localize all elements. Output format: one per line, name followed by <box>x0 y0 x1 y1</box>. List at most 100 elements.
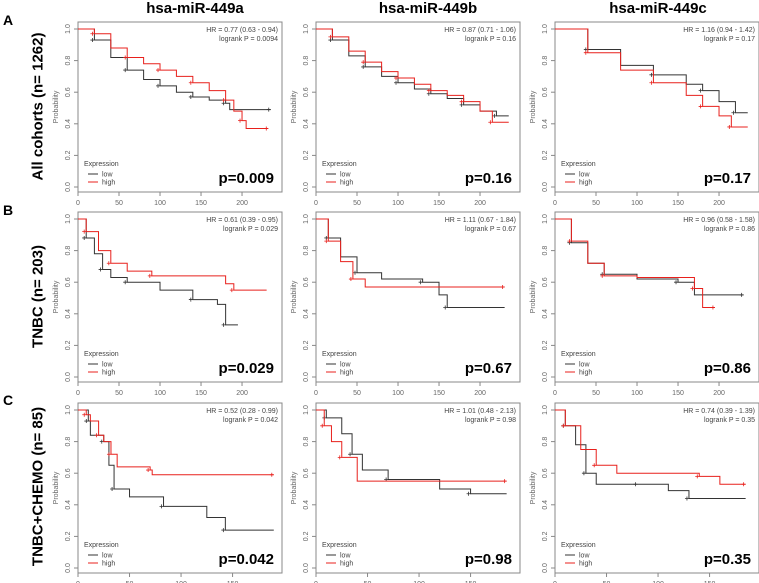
y-tick-label: 0.4 <box>65 309 72 319</box>
y-tick-label: 0.2 <box>65 150 72 160</box>
censor-mark-low <box>99 439 104 444</box>
censor-mark-low <box>156 83 161 88</box>
legend-label-high: high <box>579 561 592 568</box>
y-tick-label: 0.2 <box>542 531 549 541</box>
y-tick-label: 0.6 <box>65 468 72 478</box>
plot-frame <box>77 21 283 193</box>
legend-label-high: high <box>579 180 592 187</box>
censor-mark-low <box>684 496 689 501</box>
censor-mark-high <box>324 239 329 244</box>
y-tick-label: 1.0 <box>542 405 549 415</box>
legend-label-low: low <box>340 172 351 179</box>
legend-label-high: high <box>340 561 353 568</box>
x-tick-label: 50 <box>592 390 600 397</box>
censor-mark-high <box>690 286 695 291</box>
y-tick-label: 0.0 <box>542 372 549 382</box>
censor-mark-high <box>698 104 703 109</box>
censor-mark-low <box>123 68 128 73</box>
censor-mark-low <box>123 280 128 285</box>
logrank-p: logrank P = 0.0094 <box>219 36 278 43</box>
y-tick-label: 1.0 <box>303 24 310 34</box>
y-tick-label: 1.0 <box>65 24 72 34</box>
x-tick-label: 200 <box>713 200 725 207</box>
censor-mark-high <box>320 423 325 428</box>
censor-mark-low <box>188 94 193 99</box>
logrank-p: logrank P = 0.029 <box>223 226 278 233</box>
km-panel: 0.0 0.2 0.4 0.6 0.8 1.0 Probability 0 50 100 150 20… <box>291 21 521 207</box>
x-tick-label: 50 <box>126 581 134 583</box>
legend-title: Expression <box>561 351 596 358</box>
y-tick-label: 0.8 <box>303 56 310 66</box>
x-tick-label: 100 <box>631 200 643 207</box>
censor-mark-high <box>82 412 87 417</box>
y-tick-label: 0.0 <box>65 563 72 573</box>
y-tick-label: 0.0 <box>303 372 310 382</box>
p-value: p=0.042 <box>219 551 274 568</box>
y-tick-label: 1.0 <box>303 405 310 415</box>
x-tick-label: 100 <box>154 390 166 397</box>
y-tick-label: 0.0 <box>542 563 549 573</box>
p-value: p=0.17 <box>704 170 751 187</box>
panel-letter-a: A <box>3 12 14 28</box>
y-tick-label: 0.0 <box>542 182 549 192</box>
censor-mark-high <box>361 60 366 65</box>
y-tick-label: 0.2 <box>303 340 310 350</box>
x-tick-label: 50 <box>592 200 600 207</box>
censor-mark-high <box>238 118 243 123</box>
x-tick-label: 50 <box>353 390 361 397</box>
hazard-ratio: HR = 0.96 (0.58 - 1.58) <box>683 217 755 224</box>
x-tick-label: 200 <box>474 390 486 397</box>
km-curve-low <box>555 28 748 114</box>
p-value: p=0.009 <box>219 170 274 187</box>
plot-frame <box>315 21 521 193</box>
censor-mark-high <box>106 261 111 266</box>
censor-mark-low <box>84 419 89 424</box>
hazard-ratio: HR = 0.74 (0.39 - 1.39) <box>683 408 755 415</box>
censor-mark-high <box>695 474 700 479</box>
x-tick-label: 100 <box>154 200 166 207</box>
y-axis-label: Probability <box>53 280 60 313</box>
y-tick-label: 0.2 <box>542 150 549 160</box>
km-curve-low <box>78 218 238 326</box>
logrank-p: logrank P = 0.35 <box>704 417 755 424</box>
y-tick-label: 0.8 <box>303 437 310 447</box>
legend-title: Expression <box>561 161 596 168</box>
censor-mark-low <box>98 267 103 272</box>
y-tick-label: 0.4 <box>303 309 310 319</box>
censor-mark-high <box>561 423 566 428</box>
y-tick-label: 0.2 <box>65 531 72 541</box>
censor-mark-low <box>110 487 115 491</box>
logrank-p: logrank P = 0.67 <box>465 226 516 233</box>
plot-frame <box>554 402 759 574</box>
y-tick-label: 0.0 <box>303 182 310 192</box>
legend-label-low: low <box>340 362 351 369</box>
legend-label-high: high <box>102 561 115 568</box>
km-curve-low <box>78 28 271 111</box>
x-tick-label: 50 <box>603 581 611 583</box>
km-curve-high <box>555 218 715 308</box>
y-axis-label: Probability <box>530 280 537 313</box>
x-tick-label: 200 <box>474 200 486 207</box>
y-tick-label: 0.4 <box>65 119 72 129</box>
censor-mark-high <box>94 433 99 438</box>
censor-mark-low <box>492 113 497 118</box>
legend-title: Expression <box>84 542 119 549</box>
x-tick-label: 150 <box>704 581 716 583</box>
x-tick-label: 0 <box>76 581 80 583</box>
censor-mark-high <box>741 482 746 487</box>
km-curve-low <box>316 218 505 308</box>
legend-title: Expression <box>561 542 596 549</box>
y-tick-label: 0.0 <box>65 182 72 192</box>
km-curve-high <box>316 218 505 288</box>
censor-mark-high <box>727 124 732 129</box>
censor-mark-high <box>583 50 588 55</box>
x-tick-label: 0 <box>314 581 318 583</box>
p-value: p=0.16 <box>465 170 512 187</box>
y-tick-label: 0.8 <box>542 246 549 256</box>
censor-mark-high <box>502 479 507 484</box>
km-curve-low <box>316 409 507 495</box>
x-tick-label: 150 <box>195 390 207 397</box>
censor-mark-high <box>337 455 342 460</box>
km-curve-high <box>78 409 274 476</box>
